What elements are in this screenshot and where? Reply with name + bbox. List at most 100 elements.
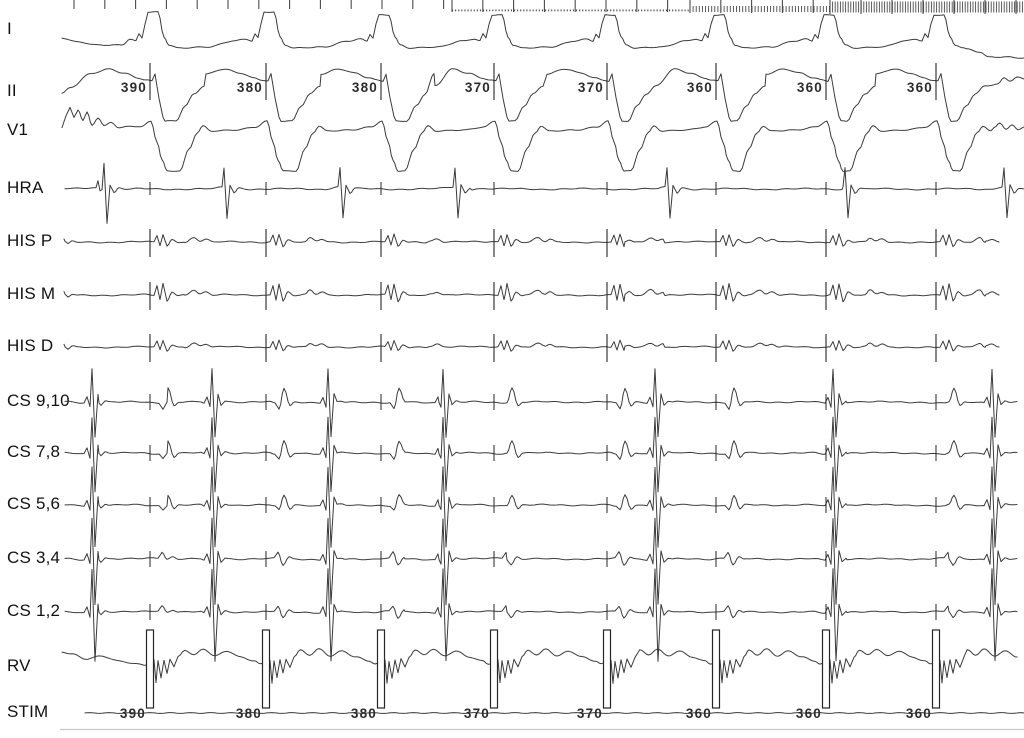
channel-label-RV: RV	[7, 656, 31, 676]
ruler-dot	[607, 9, 609, 12]
ruler-dot	[588, 9, 590, 12]
ruler-dot	[678, 9, 680, 12]
channel-label-CS12: CS 1,2	[7, 601, 61, 621]
stim-pulse-marker	[261, 629, 271, 709]
ruler-dot	[458, 9, 460, 12]
ruler-dot	[461, 9, 463, 12]
ruler-dot	[613, 9, 615, 12]
ruler-dot	[495, 9, 497, 12]
ruler-dot	[498, 9, 500, 12]
stim-pulse-marker	[711, 629, 721, 709]
ruler-dot	[455, 9, 457, 12]
channel-label-V1: V1	[7, 120, 29, 140]
ruler-dot	[551, 9, 553, 12]
ruler-dot	[545, 9, 547, 12]
stim-pulse-marker	[376, 629, 386, 709]
ruler-dot	[600, 9, 602, 12]
ruler-dot	[467, 9, 469, 12]
ruler-dot	[644, 9, 646, 12]
ruler-dot	[560, 9, 562, 12]
ruler-dot	[535, 9, 537, 12]
trace-CS910	[64, 368, 1018, 438]
interval-label-lead-ii: 370	[578, 80, 604, 95]
ruler-dot	[514, 9, 516, 12]
ruler-dot	[532, 9, 534, 12]
ruler-dot	[489, 9, 491, 12]
channel-label-I: I	[7, 19, 12, 39]
ruler-dot	[470, 9, 472, 12]
interval-label-stim: 370	[464, 706, 490, 721]
ruler-dot	[597, 9, 599, 12]
channel-label-CS56: CS 5,6	[7, 494, 61, 514]
ruler-dot	[641, 9, 643, 12]
ruler-dot	[569, 9, 571, 12]
ruler-dot	[675, 9, 677, 12]
ruler-dot	[501, 9, 503, 12]
stim-pulse-marker	[145, 629, 155, 709]
trace-CS56	[64, 466, 1018, 548]
ruler-dot	[492, 9, 494, 12]
stim-pulse-marker	[931, 629, 941, 709]
trace-II	[61, 68, 1024, 122]
ruler-dot	[486, 9, 488, 12]
interval-label-lead-ii: 360	[687, 80, 713, 95]
trace-CS12	[64, 568, 1018, 662]
ruler-dot	[517, 9, 519, 12]
ruler-dot	[479, 9, 481, 12]
ruler-dot	[647, 9, 649, 12]
ruler-dot	[520, 9, 522, 12]
interval-label-stim: 360	[796, 706, 822, 721]
ruler-dot	[473, 9, 475, 12]
ruler-dot	[554, 9, 556, 12]
ruler-dot	[672, 9, 674, 12]
trace-CS34	[64, 517, 1018, 606]
ruler-dot	[541, 9, 543, 12]
ruler-dot	[669, 9, 671, 12]
trace-CS78	[64, 416, 1018, 493]
ruler-dot	[582, 9, 584, 12]
interval-label-lead-ii: 360	[907, 80, 933, 95]
ruler-dot	[526, 9, 528, 12]
ruler-dot	[563, 9, 565, 12]
ruler-dot	[665, 9, 667, 12]
ruler-dot	[566, 9, 568, 12]
channel-label-CS34: CS 3,4	[7, 548, 61, 568]
ruler-dot	[464, 9, 466, 12]
interval-label-lead-ii: 370	[465, 80, 491, 95]
ruler-dot	[483, 9, 485, 12]
ruler-dot	[523, 9, 525, 12]
stim-pulse-marker	[489, 629, 499, 709]
channel-label-HISM: HIS M	[7, 284, 56, 304]
interval-label-stim: 360	[906, 706, 932, 721]
trace-RV	[61, 648, 1018, 684]
ruler-dot	[653, 9, 655, 12]
stim-pulse-marker	[821, 629, 831, 709]
trace-V1	[61, 106, 1024, 172]
ruler-dot	[557, 9, 559, 12]
ruler-dot	[659, 9, 661, 12]
interval-label-lead-ii: 380	[237, 80, 263, 95]
interval-label-stim: 380	[351, 706, 377, 721]
ruler-dot	[591, 9, 593, 12]
interval-label-lead-ii: 380	[352, 80, 378, 95]
trace-I	[61, 11, 1024, 59]
channel-label-II: II	[7, 81, 17, 101]
ruler-dot	[631, 9, 633, 12]
ruler-dot	[684, 9, 686, 12]
trace-STIM	[84, 712, 1024, 714]
channel-label-HISD: HIS D	[7, 336, 54, 356]
channel-label-HRA: HRA	[7, 178, 44, 198]
ruler-dot	[610, 9, 612, 12]
stim-pulse-marker	[602, 629, 612, 709]
ruler-dot	[650, 9, 652, 12]
ruler-dot	[529, 9, 531, 12]
ruler-dot	[638, 9, 640, 12]
ruler-dot	[681, 9, 683, 12]
ruler-dot	[504, 9, 506, 12]
interval-label-stim: 390	[120, 706, 146, 721]
ruler-dot	[634, 9, 636, 12]
ruler-dot	[625, 9, 627, 12]
ruler-dot	[619, 9, 621, 12]
ruler-dot	[662, 9, 664, 12]
